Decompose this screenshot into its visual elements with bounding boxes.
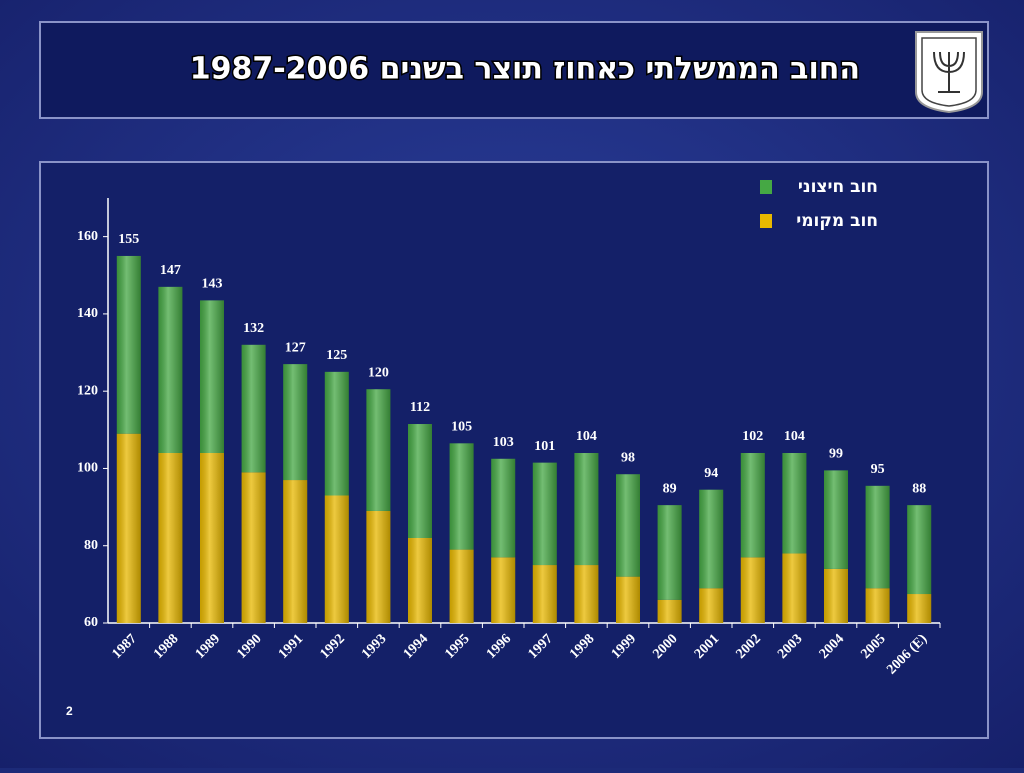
total-label: 101: [534, 439, 555, 454]
y-tick-label: 80: [84, 538, 98, 553]
total-label: 155: [118, 232, 139, 247]
bar-shine: [158, 286, 183, 453]
bar-shine: [616, 474, 640, 577]
y-tick-label: 120: [77, 383, 98, 398]
chart-title: החוב הממשלתי כאחוז תוצר בשנים 1987-2006: [190, 52, 860, 87]
bar-shine: [865, 485, 890, 589]
bar-shine: [449, 443, 474, 550]
title-box: [39, 21, 989, 119]
bar-shine: [366, 510, 391, 623]
bar-shine: [283, 364, 308, 481]
legend-label: חוב חיצוני: [798, 177, 878, 197]
bar-shine: [574, 453, 599, 566]
total-label: 103: [493, 435, 514, 450]
bar-shine: [449, 549, 474, 623]
total-label: 112: [410, 400, 430, 415]
bar-shine: [283, 480, 308, 623]
legend-label: חוב מקומי: [796, 211, 878, 231]
total-label: 105: [451, 420, 472, 435]
legend-swatch: [760, 180, 772, 194]
bar-shine: [657, 505, 682, 600]
bar-shine: [907, 594, 932, 623]
total-label: 95: [871, 462, 885, 477]
total-label: 127: [285, 340, 306, 355]
bar-shine: [408, 424, 432, 538]
bar-shine: [241, 344, 266, 473]
total-label: 89: [663, 481, 677, 496]
bar-shine: [158, 453, 183, 623]
bar-shine: [324, 495, 349, 623]
total-label: 120: [368, 365, 389, 380]
page-number: 2: [66, 704, 73, 718]
bar-shine: [366, 389, 391, 511]
legend-swatch: [760, 214, 772, 228]
bar-shine: [532, 462, 557, 566]
total-label: 125: [326, 348, 347, 363]
total-label: 88: [912, 481, 926, 496]
y-tick-label: 60: [84, 615, 98, 630]
bar-shine: [865, 588, 890, 623]
bar-shine: [740, 453, 765, 558]
bar-shine: [782, 553, 807, 623]
y-tick-label: 100: [77, 461, 98, 476]
total-label: 143: [202, 277, 223, 292]
bar-shine: [241, 472, 266, 623]
emblem: [915, 31, 983, 114]
total-label: 98: [621, 450, 635, 465]
y-tick-label: 140: [77, 306, 98, 321]
bar-shine: [532, 565, 557, 623]
chart-box: [39, 161, 989, 739]
bar-shine: [824, 568, 848, 623]
bar-shine: [824, 470, 848, 569]
total-label: 99: [829, 447, 843, 462]
y-tick-label: 160: [77, 229, 98, 244]
bar-shine: [699, 489, 724, 589]
total-label: 94: [704, 466, 718, 481]
total-label: 147: [160, 263, 181, 278]
bar-shine: [574, 565, 599, 623]
bar-shine: [491, 557, 516, 623]
bar-shine: [782, 453, 807, 554]
bar-shine: [200, 453, 224, 623]
bar-shine: [699, 588, 724, 623]
bar-shine: [200, 300, 224, 453]
bar-shine: [116, 255, 141, 434]
total-label: 104: [784, 429, 805, 444]
bar-shine: [491, 458, 516, 558]
bar-shine: [657, 599, 682, 623]
bar-shine: [116, 433, 141, 623]
total-label: 102: [742, 429, 763, 444]
bar-shine: [740, 557, 765, 623]
bar-shine: [324, 371, 349, 496]
bar-shine: [616, 576, 640, 623]
bar-shine: [907, 505, 932, 595]
total-label: 132: [243, 321, 264, 336]
bar-shine: [408, 538, 432, 623]
total-label: 104: [576, 429, 597, 444]
